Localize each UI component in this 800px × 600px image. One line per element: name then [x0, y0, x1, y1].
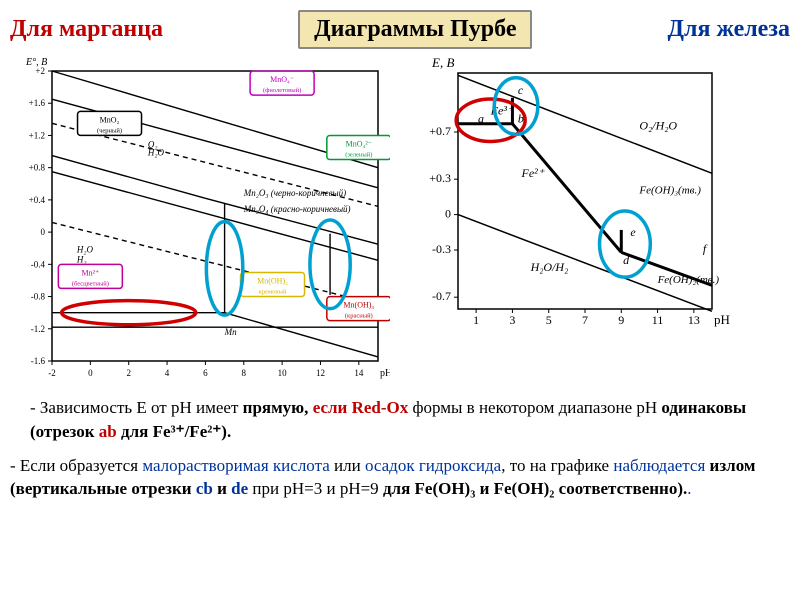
svg-text:pH: pH: [380, 368, 390, 379]
svg-text:H₂O: H₂O: [147, 148, 165, 158]
svg-text:-0.7: -0.7: [432, 289, 451, 303]
svg-text:e: e: [630, 225, 636, 239]
svg-text:8: 8: [242, 368, 247, 378]
svg-text:(красный): (красный): [345, 313, 373, 320]
svg-text:Fe²⁺: Fe²⁺: [521, 166, 546, 180]
svg-text:H₂O/H₂: H₂O/H₂: [530, 260, 569, 274]
svg-text:+0.8: +0.8: [29, 163, 46, 173]
title-mn: Для марганца: [10, 16, 163, 43]
svg-text:0: 0: [41, 227, 46, 237]
svg-text:+0.4: +0.4: [29, 195, 46, 205]
svg-text:-0.4: -0.4: [31, 259, 46, 269]
svg-text:-1.2: -1.2: [31, 324, 45, 334]
svg-text:+1.6: +1.6: [29, 98, 46, 108]
svg-text:12: 12: [316, 368, 325, 378]
svg-text:-2: -2: [48, 368, 56, 378]
svg-text:1: 1: [473, 313, 479, 327]
svg-text:Mn(OH)₂: Mn(OH)₂: [257, 276, 288, 285]
svg-text:c: c: [518, 83, 524, 97]
svg-text:10: 10: [278, 368, 288, 378]
svg-text:6: 6: [203, 368, 208, 378]
svg-text:2: 2: [126, 368, 130, 378]
svg-text:(зеленый): (зеленый): [345, 152, 372, 159]
svg-text:pH: pH: [714, 312, 730, 327]
svg-text:+1.2: +1.2: [29, 130, 45, 140]
svg-text:14: 14: [354, 368, 364, 378]
svg-text:кремовый: кремовый: [259, 288, 287, 295]
svg-text:+0.7: +0.7: [429, 124, 451, 138]
svg-text:d: d: [623, 253, 630, 267]
svg-text:f: f: [703, 241, 708, 255]
svg-text:Mn₃O₄ (красно-коричневый): Mn₃O₄ (красно-коричневый): [243, 204, 351, 214]
paragraph-1: - Зависимость Е от рН имеет прямую, если…: [10, 396, 790, 444]
svg-text:E, B: E, B: [431, 55, 454, 70]
svg-text:9: 9: [618, 313, 624, 327]
svg-text:(бесцветный): (бесцветный): [72, 280, 109, 287]
svg-text:MnO₄²⁻: MnO₄²⁻: [346, 140, 372, 149]
svg-text:MnO₂: MnO₂: [100, 115, 120, 124]
svg-text:MnO₄⁻: MnO₄⁻: [270, 75, 294, 84]
svg-text:(фиолетовый): (фиолетовый): [263, 87, 301, 94]
diagrams-row: -202468101214-1.6-1.2-0.8-0.40+0.4+0.8+1…: [10, 53, 790, 388]
svg-text:+0.3: +0.3: [429, 171, 451, 185]
svg-text:a: a: [478, 112, 484, 126]
mn-diagram: -2 0 2 4 6 8 10 12 14 -1.6 -1.2 -0.8 -0.4 0 +0.4 +0.8 +1…: [10, 53, 390, 388]
header-row: Для марганца Диаграммы Пурбе Для железа: [10, 10, 790, 49]
svg-text:11: 11: [652, 313, 664, 327]
svg-text:5: 5: [546, 313, 552, 327]
svg-text:O₂/H₂O: O₂/H₂O: [639, 119, 677, 133]
svg-text:4: 4: [165, 368, 170, 378]
svg-text:Mn₂O₃ (черно-коричневый): Mn₂O₃ (черно-коричневый): [243, 188, 346, 198]
svg-text:-1.6: -1.6: [31, 356, 46, 366]
title-fe: Для железа: [668, 16, 790, 43]
svg-text:Fe(OH)₂(тв.): Fe(OH)₂(тв.): [657, 274, 720, 286]
svg-text:0: 0: [445, 207, 451, 221]
svg-text:Fe(OH)₃(тв.): Fe(OH)₃(тв.): [638, 184, 701, 196]
title-main: Диаграммы Пурбе: [298, 10, 532, 49]
svg-text:7: 7: [582, 313, 588, 327]
svg-text:13: 13: [688, 313, 700, 327]
fe-diagram: 135791113-0.7-0.30+0.3+0.7pHE, BFe³⁺O₂/H…: [410, 53, 750, 388]
svg-text:3: 3: [509, 313, 515, 327]
svg-text:-0.8: -0.8: [31, 292, 46, 302]
svg-text:-0.3: -0.3: [432, 242, 451, 256]
svg-text:H₂O: H₂O: [76, 244, 94, 254]
svg-text:(черный): (черный): [97, 127, 122, 134]
svg-text:H₂: H₂: [76, 255, 87, 265]
svg-text:E°, B: E°, B: [25, 57, 47, 68]
svg-text:Mn(OH)₃: Mn(OH)₃: [343, 301, 374, 310]
svg-text:Mn: Mn: [224, 327, 237, 337]
paragraph-2: - Если образуется малорастворимая кислот…: [10, 454, 790, 502]
svg-text:0: 0: [88, 368, 93, 378]
description-text: - Зависимость Е от рН имеет прямую, если…: [10, 396, 790, 501]
svg-text:Mn²⁺: Mn²⁺: [81, 268, 99, 277]
